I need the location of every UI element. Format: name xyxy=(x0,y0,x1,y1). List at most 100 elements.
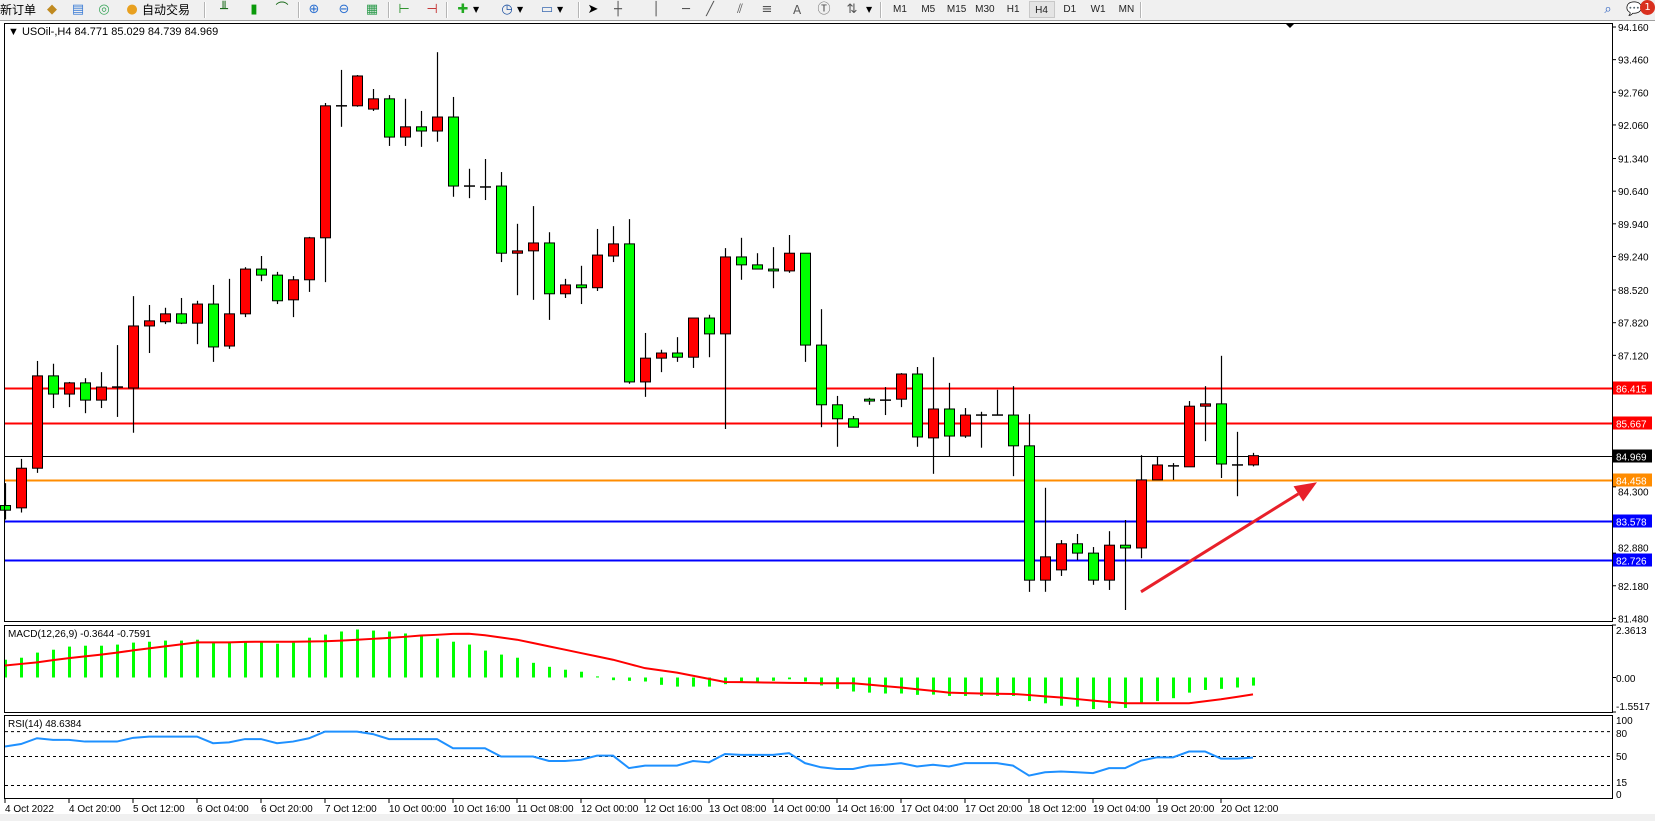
macd-histogram-bar xyxy=(500,654,503,678)
zoom-out-icon[interactable]: ⊖ xyxy=(338,2,350,17)
timeframe-d1[interactable]: D1 xyxy=(1063,4,1077,15)
time-label: 14 Oct 16:00 xyxy=(837,804,895,815)
macd-histogram-bar xyxy=(1172,677,1175,699)
price-tick-label: 87.820 xyxy=(1618,319,1649,330)
fibonacci-icon[interactable]: ≡ xyxy=(761,2,773,17)
time-label: 6 Oct 04:00 xyxy=(197,804,249,815)
chart-shift-marker[interactable] xyxy=(1285,23,1295,28)
timeframe-m30[interactable]: M30 xyxy=(975,4,995,15)
cursor-icon[interactable]: ➤ xyxy=(587,2,599,17)
level-price-label: 86.415 xyxy=(1616,385,1647,396)
candle-bearish xyxy=(736,256,747,266)
auto-scroll-icon[interactable]: ⊢ xyxy=(398,2,410,17)
bar-chart-icon[interactable]: ╨ xyxy=(220,2,228,17)
macd-histogram-bar xyxy=(276,643,279,678)
candle-bullish xyxy=(528,242,539,252)
indicators-icon[interactable]: ✚ xyxy=(457,2,469,17)
candle-bearish xyxy=(448,116,459,187)
auto-trading-icon[interactable]: ● xyxy=(126,2,138,17)
equidistant-channel-icon[interactable]: ⫽ xyxy=(737,2,743,17)
timeframe-m1[interactable]: M1 xyxy=(893,4,907,15)
macd-histogram-bar xyxy=(980,677,983,696)
macd-histogram-bar xyxy=(724,677,727,685)
toolbar-separator xyxy=(388,2,390,18)
trend-arrow-head xyxy=(1293,482,1317,502)
candle-bullish xyxy=(688,317,699,358)
macd-histogram-bar xyxy=(772,677,775,681)
notification-badge[interactable]: 1 xyxy=(1640,0,1655,15)
chevron-down-icon[interactable]: ▼ xyxy=(557,5,564,14)
macd-histogram-bar xyxy=(484,650,487,678)
tile-windows-icon[interactable]: ▦ xyxy=(365,2,379,17)
chat-bubble-icon[interactable]: 💬 xyxy=(1626,2,1643,17)
candle-bearish xyxy=(752,264,763,270)
macd-histogram-bar xyxy=(388,631,391,678)
candle-bullish xyxy=(240,268,251,315)
text-label-icon[interactable]: Ⓣ xyxy=(817,2,831,17)
timeframe-h4[interactable]: H4 xyxy=(1028,1,1055,18)
chart-shift-icon[interactable]: ⊣ xyxy=(426,2,438,17)
time-label: 11 Oct 08:00 xyxy=(517,804,574,815)
price-tick-label: 88.520 xyxy=(1618,286,1649,297)
price-tick-label: 89.940 xyxy=(1618,220,1649,231)
price-tick-label: 87.120 xyxy=(1618,351,1649,362)
crosshair-icon[interactable]: ┼ xyxy=(614,2,622,17)
toolbar: 新订单 ◆ ▤ ◎ ● 自动交易 ╨ ▮ ⌒ ⊕ ⊖ ▦ ⊢ ⊣ ✚ ▼ ◷ ▼… xyxy=(0,0,1655,21)
candle-bearish xyxy=(672,352,683,358)
macd-histogram-bar xyxy=(228,642,231,678)
timeframe-m5[interactable]: M5 xyxy=(921,4,936,15)
time-label: 19 Oct 04:00 xyxy=(1093,804,1151,815)
timeframe-h1[interactable]: H1 xyxy=(1006,4,1020,15)
macd-histogram-bar xyxy=(532,662,535,678)
macd-histogram-bar xyxy=(436,638,439,678)
macd-histogram-bar xyxy=(900,677,903,694)
macd-histogram-bar xyxy=(356,629,359,678)
horizontal-line-icon[interactable]: ─ xyxy=(682,2,690,17)
price-tick-label: 92.060 xyxy=(1618,121,1649,132)
candle-bullish xyxy=(128,325,139,389)
candle-bullish xyxy=(144,320,155,327)
timeframe-m15[interactable]: M15 xyxy=(946,4,967,15)
rsi-pane-border xyxy=(4,715,1613,799)
text-tool-button[interactable]: A xyxy=(793,3,802,17)
auto-trading-button[interactable]: 自动交易 xyxy=(142,3,191,17)
line-chart-icon[interactable]: ⌒ xyxy=(275,2,289,17)
macd-histogram-bar xyxy=(932,677,935,695)
periods-clock-icon[interactable]: ◷ xyxy=(501,2,513,17)
macd-histogram-bar xyxy=(1108,677,1111,708)
macd-pane-border xyxy=(4,625,1613,713)
new-order-button[interactable]: 新订单 xyxy=(0,3,37,17)
trendline-icon[interactable]: ╱ xyxy=(706,2,714,17)
macd-histogram-bar xyxy=(564,669,567,678)
templates-icon[interactable]: ▭ xyxy=(540,2,554,17)
timeframe-mn[interactable]: MN xyxy=(1118,4,1135,15)
price-tick-label: 82.880 xyxy=(1618,544,1649,555)
market-watch-icon[interactable]: ◆ xyxy=(47,2,57,17)
zoom-in-icon[interactable]: ⊕ xyxy=(308,2,320,17)
candlestick-chart-icon[interactable]: ▮ xyxy=(250,2,258,17)
candle-bearish xyxy=(768,268,779,272)
level-price-label: 84.458 xyxy=(1616,477,1647,488)
macd-histogram-bar xyxy=(788,677,791,680)
chevron-down-icon[interactable]: ▼ xyxy=(866,5,873,14)
macd-histogram-bar xyxy=(308,637,311,678)
candle-bearish xyxy=(1120,544,1131,549)
candle-bullish xyxy=(928,408,939,439)
arrows-icon[interactable]: ⇅ xyxy=(846,2,858,17)
timeframe-w1[interactable]: W1 xyxy=(1090,4,1106,15)
vertical-line-icon[interactable]: │ xyxy=(652,2,660,17)
macd-histogram-bar xyxy=(132,642,135,678)
candle-bullish xyxy=(32,375,43,469)
macd-histogram-bar xyxy=(1220,677,1223,689)
navigator-icon[interactable]: ▤ xyxy=(71,2,85,17)
time-label: 20 Oct 12:00 xyxy=(1221,804,1279,815)
chevron-down-icon[interactable]: ▼ xyxy=(517,5,524,14)
search-icon[interactable]: ⌕ xyxy=(1604,2,1612,17)
macd-histogram-bar xyxy=(36,652,39,678)
chevron-down-icon[interactable]: ▼ xyxy=(473,5,480,14)
toolbar-separator xyxy=(578,2,580,18)
candle-bullish xyxy=(720,256,731,335)
signals-icon[interactable]: ◎ xyxy=(98,2,110,17)
macd-histogram-bar xyxy=(516,657,519,678)
